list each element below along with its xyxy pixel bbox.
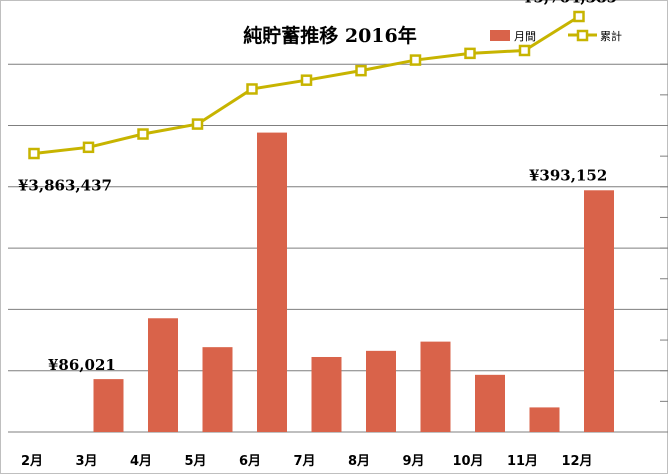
- legend-line-marker: [576, 29, 589, 42]
- line-point-8月: [355, 64, 367, 77]
- chart-title: 純貯蓄推移 2016年: [243, 24, 417, 47]
- data-labels: ¥3,863,437 ¥5,764,385 ¥86,021 ¥393,152: [18, 0, 617, 374]
- x-tick-label: 8月: [348, 454, 370, 469]
- x-tick-label: 3月: [75, 454, 97, 469]
- bar-7月: [311, 356, 342, 432]
- data-label: ¥393,152: [529, 166, 607, 184]
- line-point-4月: [137, 128, 149, 140]
- line-point-6月: [246, 83, 258, 95]
- x-tick-label: 4月: [130, 454, 152, 469]
- gridlines: [8, 63, 668, 372]
- x-tick-label: 10月: [452, 454, 483, 469]
- legend-bar-swatch: [490, 30, 510, 41]
- x-tick-label: 12月: [561, 454, 592, 469]
- x-tick-label: 2月: [21, 454, 43, 469]
- x-tick-label: 6月: [239, 454, 261, 469]
- data-label: ¥3,863,437: [18, 177, 112, 195]
- bar-11月: [529, 407, 560, 432]
- bar-10月: [475, 374, 505, 432]
- x-tick-label: 11月: [507, 454, 538, 469]
- bar-6月: [257, 132, 287, 432]
- bar-9月: [420, 341, 451, 432]
- line-point-7月: [300, 74, 313, 86]
- bar-8月: [366, 350, 396, 432]
- legend-label-bar: 月間: [514, 30, 536, 43]
- line-point-11月: [518, 44, 531, 57]
- data-label: ¥86,021: [48, 356, 116, 374]
- x-tick-label: 7月: [293, 454, 315, 469]
- line-point-12月: [573, 10, 585, 23]
- x-tick-label: 5月: [184, 454, 206, 469]
- line-point-9月: [409, 54, 422, 66]
- x-axis-tick-labels: 2月 3月 4月 5月 6月 7月 8月 9月 10月 11月 12月: [21, 454, 593, 469]
- bar-series: [93, 132, 614, 432]
- bar-3月: [93, 379, 124, 432]
- line-series: [28, 10, 585, 160]
- bar-5月: [202, 347, 233, 432]
- bar-12月: [584, 190, 614, 432]
- data-label: ¥5,764,385: [523, 0, 617, 7]
- line-point-2月: [28, 147, 40, 160]
- line-point-3月: [82, 141, 95, 154]
- line-point-5月: [191, 118, 204, 130]
- bar-4月: [148, 318, 178, 432]
- legend-label-line: 累計: [600, 29, 622, 43]
- line-point-10月: [464, 47, 476, 60]
- x-tick-label: 9月: [402, 454, 424, 469]
- legend: 月間 累計: [490, 29, 622, 43]
